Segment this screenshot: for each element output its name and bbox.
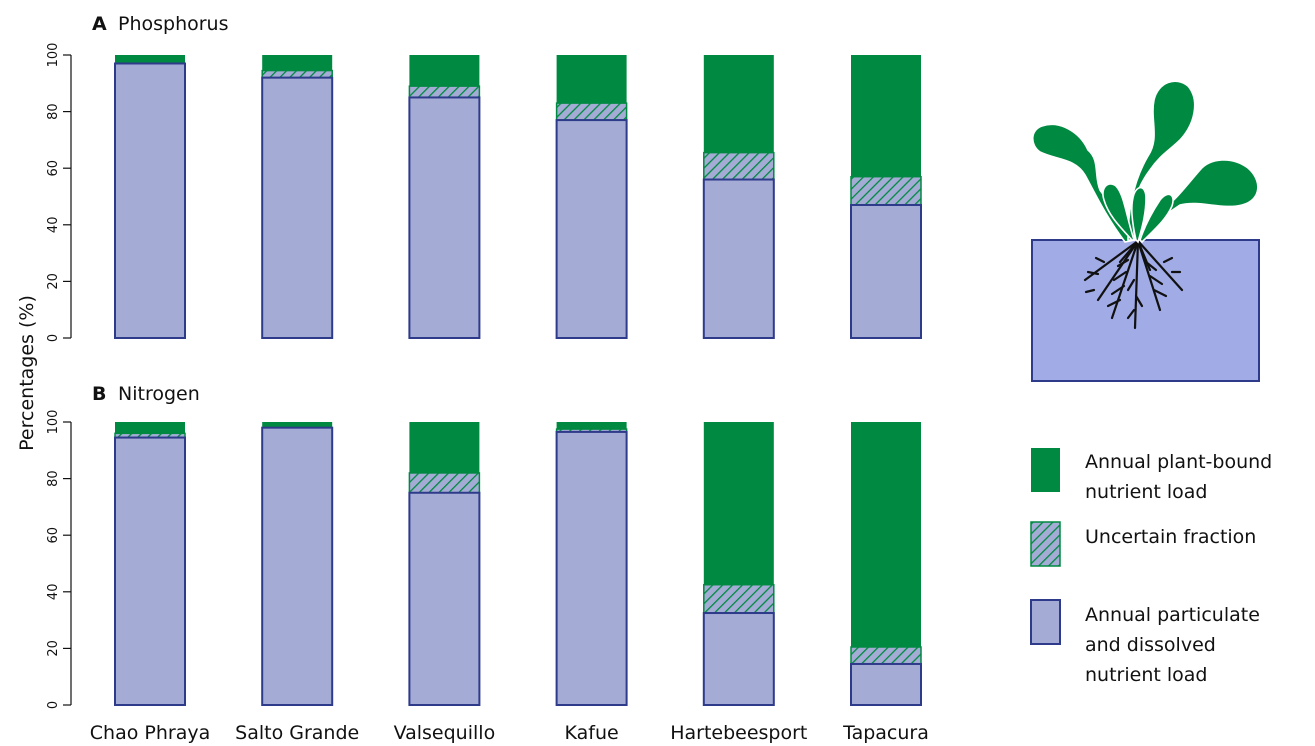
y-tick-label: 80	[46, 470, 61, 487]
y-tick-label: 40	[46, 584, 61, 601]
bar-segment-dissolved	[408, 491, 481, 706]
y-tick-label: 60	[46, 527, 61, 544]
legend-item-plant: Annual plant-bound nutrient load	[1031, 448, 1272, 503]
bar-b-2	[408, 422, 481, 706]
panel-b-y-axis: 0 20 40 60 80 100	[46, 410, 72, 709]
y-tick-label: 0	[46, 701, 61, 709]
legend-label-dissolved-line3: nutrient load	[1085, 664, 1207, 686]
bar-segment-dissolved	[555, 119, 628, 339]
panel-a-bars	[114, 55, 922, 340]
bar-segment-dissolved	[408, 96, 481, 339]
roots-icon	[1083, 239, 1184, 330]
bar-segment-uncertain	[703, 583, 775, 614]
bar-segment-plant	[262, 55, 333, 71]
legend-swatch-dissolved	[1030, 599, 1061, 645]
y-tick-label: 100	[46, 43, 61, 68]
leaves-icon	[1031, 80, 1259, 244]
legend-label-plant-line1: Annual plant-bound	[1085, 451, 1272, 473]
bar-segment-plant	[703, 422, 774, 585]
legend-item-uncertain: Uncertain fraction	[1030, 521, 1256, 567]
category-label: Chao Phraya	[90, 722, 210, 744]
bar-segment-uncertain	[850, 646, 922, 665]
bar-b-4	[702, 422, 775, 707]
panel-b-bars	[114, 422, 922, 707]
bar-segment-plant	[409, 55, 480, 87]
legend-label-dissolved-line2: and dissolved	[1085, 634, 1216, 656]
legend-label-uncertain: Uncertain fraction	[1085, 526, 1256, 548]
y-axis-title: Percentages (%)	[16, 295, 38, 451]
bar-segment-uncertain	[703, 151, 775, 181]
bar-segment-dissolved	[114, 436, 186, 706]
bar-segment-plant	[851, 422, 921, 647]
bar-segment-dissolved	[261, 426, 334, 706]
panel-b-letter: B	[92, 383, 106, 405]
category-label: Valsequillo	[394, 722, 496, 744]
legend-swatch-uncertain	[1030, 521, 1061, 567]
water-hyacinth-plant-icon	[1031, 80, 1260, 382]
category-label: Kafue	[564, 722, 618, 744]
y-tick-label: 100	[46, 410, 61, 435]
bar-segment-dissolved	[850, 662, 922, 707]
y-tick-label: 20	[46, 273, 61, 290]
bar-segment-plant	[703, 55, 774, 153]
bar-b-1	[261, 422, 334, 706]
bar-a-5	[850, 55, 922, 339]
bar-segment-plant	[556, 55, 627, 104]
bar-a-2	[408, 55, 481, 339]
legend-item-dissolved: Annual particulate and dissolved nutrien…	[1030, 599, 1260, 686]
panel-b-title: Nitrogen	[118, 383, 200, 405]
bar-segment-dissolved	[261, 76, 334, 339]
bar-segment-uncertain	[850, 175, 922, 206]
panel-a-y-axis: 0 20 40 60 80 100	[46, 43, 72, 342]
bar-segment-dissolved	[114, 62, 186, 340]
legend-label-plant-line2: nutrient load	[1085, 481, 1207, 503]
y-tick-label: 0	[46, 334, 61, 342]
bar-segment-dissolved	[702, 612, 775, 707]
legend-label-dissolved-line1: Annual particulate	[1085, 604, 1260, 626]
legend-swatch-plant	[1031, 448, 1060, 492]
bar-segment-dissolved	[702, 178, 775, 339]
bar-a-4	[702, 55, 775, 339]
bar-segment-plant	[115, 55, 185, 64]
category-labels: Chao Phraya Salto Grande Valsequillo Kafue H…	[90, 722, 929, 744]
y-tick-label: 20	[46, 640, 61, 657]
bar-segment-plant	[262, 422, 333, 428]
bar-b-3	[555, 422, 628, 706]
bar-b-5	[850, 422, 922, 707]
category-label: Tapacura	[842, 722, 929, 744]
bar-segment-plant	[851, 55, 921, 177]
legend: Annual plant-bound nutrient load Uncerta…	[1030, 448, 1272, 686]
bar-segment-plant	[556, 422, 627, 430]
category-label: Hartebeesport	[670, 722, 807, 744]
panel-a-letter: A	[92, 13, 107, 35]
y-tick-label: 60	[46, 160, 61, 177]
bar-segment-plant	[409, 422, 480, 473]
bar-segment-dissolved	[850, 203, 922, 339]
bar-a-3	[555, 55, 628, 339]
bar-a-0	[114, 55, 186, 340]
y-tick-label: 40	[46, 217, 61, 234]
category-label: Salto Grande	[235, 722, 359, 744]
y-tick-label: 80	[46, 103, 61, 120]
bar-segment-uncertain	[408, 85, 481, 99]
bar-segment-dissolved	[555, 430, 628, 706]
bar-segment-uncertain	[408, 472, 481, 494]
bar-segment-uncertain	[261, 69, 333, 79]
bar-segment-uncertain	[555, 102, 628, 121]
bar-b-0	[114, 422, 186, 706]
panel-a-title: Phosphorus	[118, 13, 229, 35]
bar-segment-plant	[115, 422, 185, 434]
bar-a-1	[261, 55, 334, 339]
